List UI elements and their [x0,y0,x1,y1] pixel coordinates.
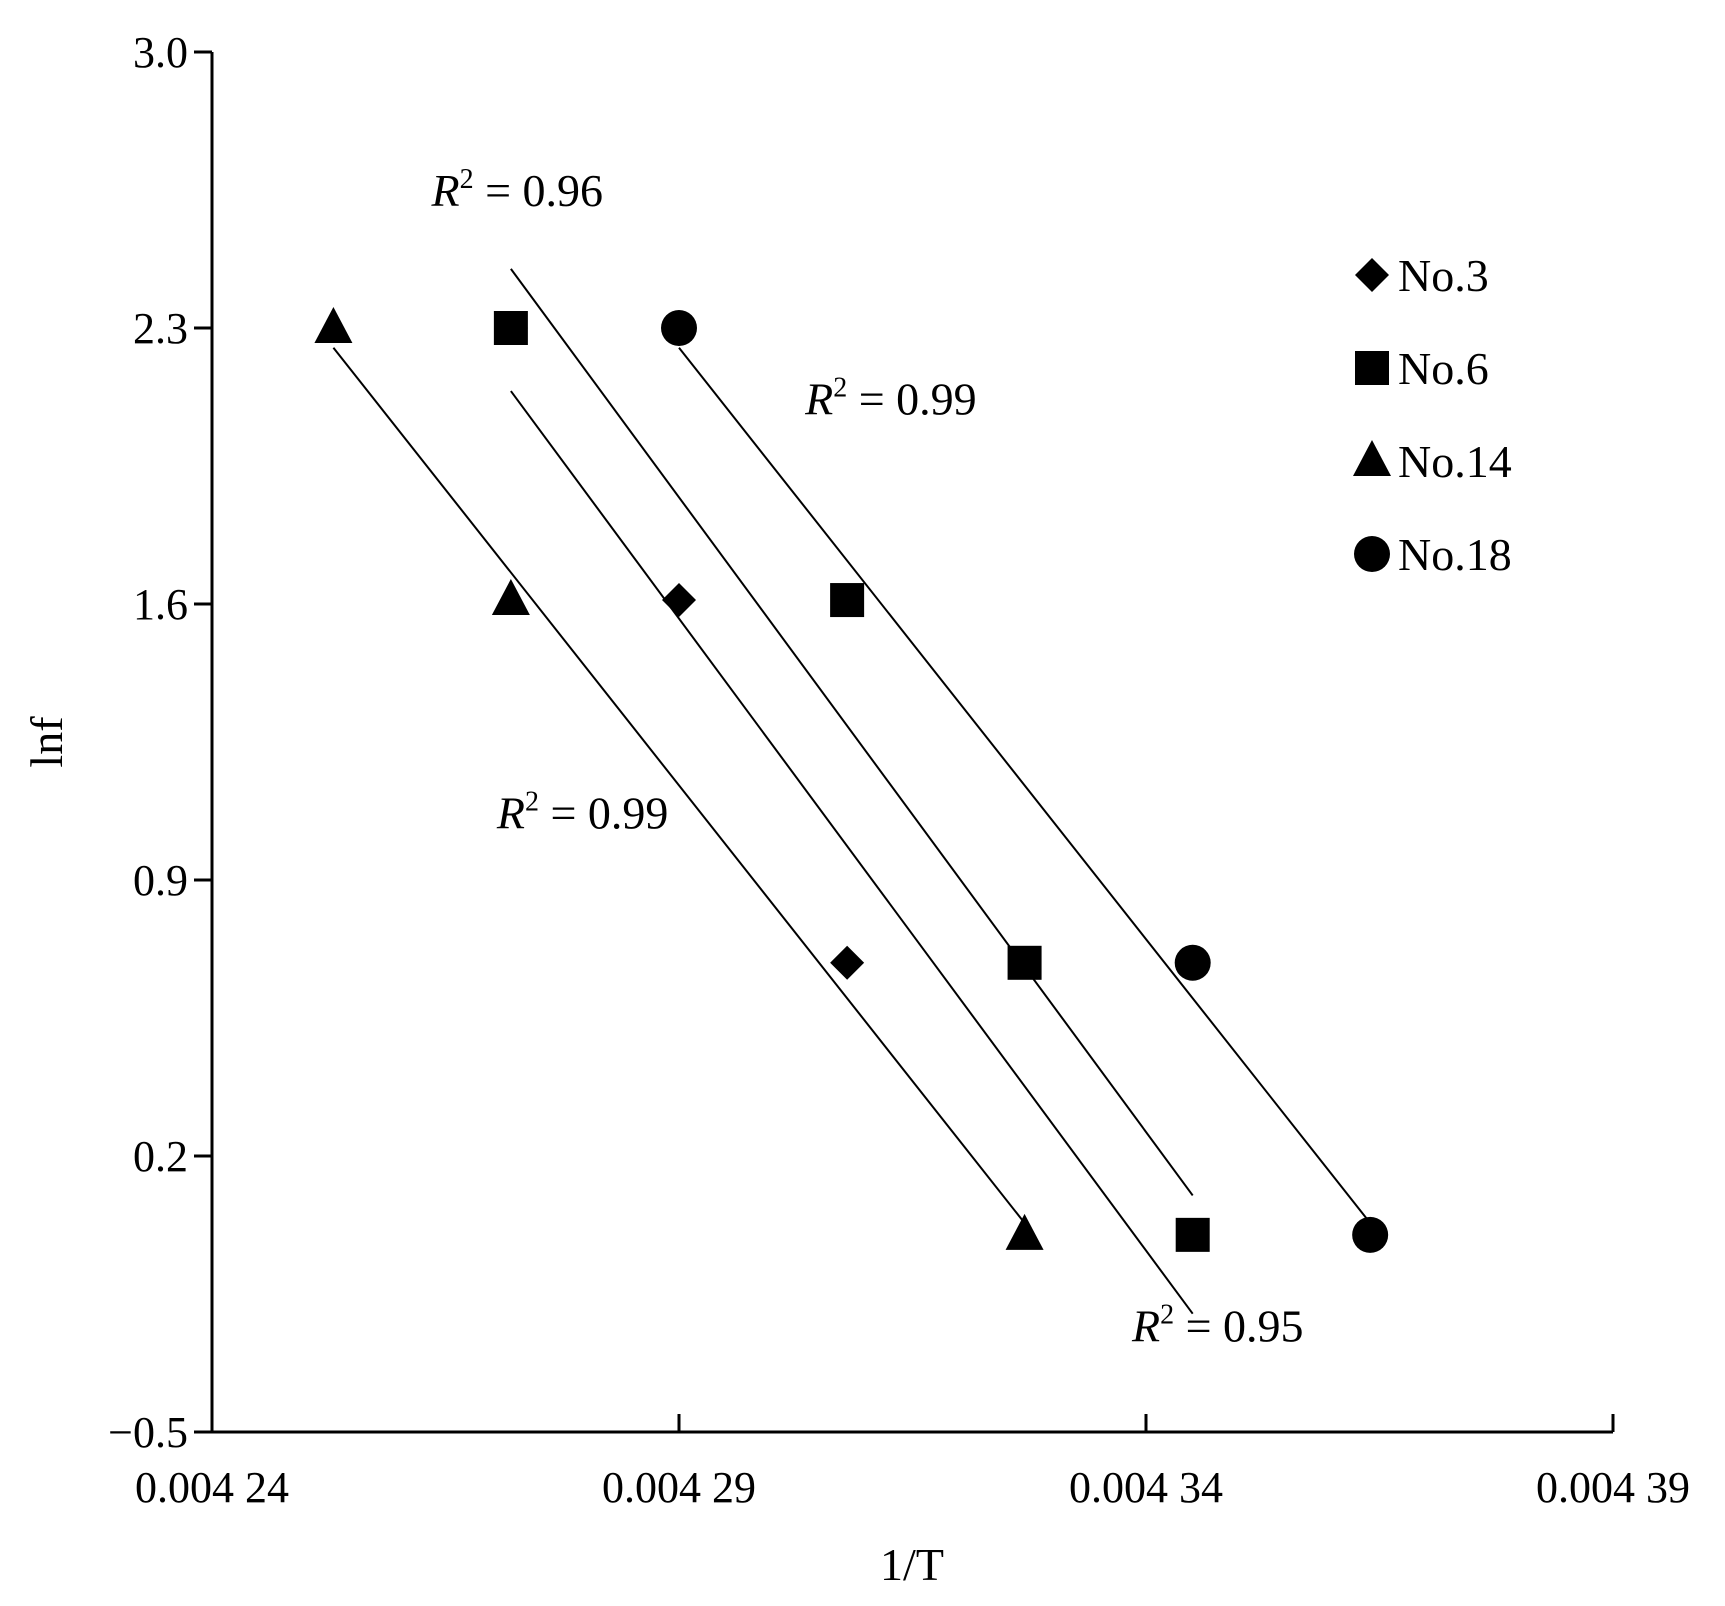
legend-label: No.18 [1398,529,1512,580]
data-point-circle [661,310,697,346]
y-tick-label: −0.5 [108,1408,188,1457]
x-tick-label: 0.004 39 [1536,1463,1690,1512]
y-tick-label: 1.6 [133,580,188,629]
legend-marker-circle [1354,536,1390,572]
data-point-triangle [1005,1213,1044,1250]
legend-item: No.6 [1355,343,1489,394]
x-ticks: 0.004 24 0.004 29 0.004 34 0.004 39 [135,1414,1690,1512]
y-ticks: 3.0 2.3 1.6 0.9 0.2 −0.5 [108,28,212,1457]
data-point-triangle [491,579,530,616]
x-axis-title-text: 1/T [880,1539,944,1590]
r-squared-label: R2 = 0.99 [496,787,669,839]
legend-label: No.14 [1398,436,1512,487]
r-squared-value: = 0.96 [474,165,603,216]
data-point-square [1007,945,1042,980]
y-tick-label: 0.2 [133,1132,188,1181]
fit-line-no14 [332,347,1026,1224]
r-squared-var: R [430,165,459,216]
data-point-circle [1352,1216,1389,1253]
legend-item: No.18 [1354,529,1512,580]
data-point-triangle [314,307,353,343]
r-squared-sup: 2 [460,164,474,195]
data-point-diamond [662,583,696,618]
y-tick-label: 0.9 [133,856,188,905]
data-point-circle [1174,944,1211,981]
legend-label: No.3 [1398,250,1489,301]
legend-label: No.6 [1398,343,1489,394]
r-squared-sup: 2 [1160,1299,1174,1330]
r-squared-label: R2 = 0.95 [1131,1299,1304,1351]
data-point-square [830,583,865,618]
r-squared-value: = 0.95 [1174,1300,1303,1351]
fit-lines [332,268,1371,1315]
r-squared-label: R2 = 0.99 [804,373,977,425]
y-tick-label: 3.0 [133,28,188,77]
r-squared-sup: 2 [833,373,847,404]
data-point-diamond [830,945,865,980]
r-squared-var: R [1131,1300,1160,1351]
legend-item: No.14 [1353,436,1512,487]
x-axis-title: 1/T [880,1539,944,1590]
fit-line-no18 [678,347,1371,1224]
r-squared-label: R2 = 0.96 [430,164,603,216]
data-point-square [493,311,528,345]
legend-marker-triangle [1353,440,1391,476]
r-squared-value: = 0.99 [847,374,976,425]
x-tick-label: 0.004 29 [602,1463,756,1512]
y-axis-title-text: lnf [21,716,72,768]
fit-line-no6 [510,268,1194,1197]
y-tick-label: 2.3 [133,304,188,353]
legend-item: No.3 [1355,250,1489,301]
legend-marker-square [1355,351,1389,385]
r-squared-var: R [496,788,525,839]
markers [314,307,1389,1253]
r-squared-value: = 0.99 [539,788,668,839]
x-tick-label: 0.004 34 [1069,1463,1223,1512]
legend: No.3 No.6 No.14 No.18 [1353,250,1512,580]
y-axis-title: lnf [21,716,72,768]
x-tick-label: 0.004 24 [135,1463,289,1512]
r-squared-var: R [804,374,833,425]
fit-line-no3 [510,390,1194,1315]
data-point-square [1175,1217,1210,1252]
r-squared-sup: 2 [525,787,539,818]
axes [210,52,1613,1434]
legend-marker-diamond [1355,258,1389,292]
